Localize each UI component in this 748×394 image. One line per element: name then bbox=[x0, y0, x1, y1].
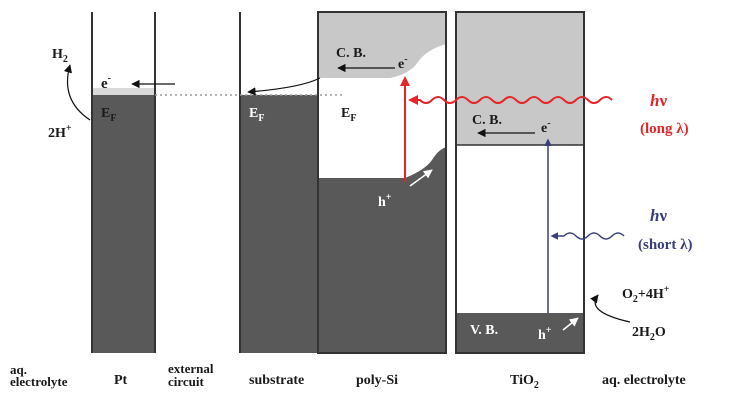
long-lambda-label: (long λ) bbox=[640, 121, 689, 137]
aq-electrolyte-left-label: aq. electrolyte bbox=[10, 362, 68, 389]
external-circuit-label: external circuit bbox=[168, 361, 217, 389]
h2-evolution-arrow bbox=[68, 65, 91, 120]
si-fermi-label: EF bbox=[341, 106, 356, 124]
pt-label: Pt bbox=[114, 373, 128, 388]
tio2-layer bbox=[456, 12, 584, 353]
substrate-label: substrate bbox=[249, 373, 304, 388]
pt-electrode bbox=[92, 12, 155, 353]
poly-si-label: poly-Si bbox=[356, 373, 398, 388]
two-h-plus-label: 2H+ bbox=[48, 123, 72, 141]
si-cb-label: C. B. bbox=[336, 46, 366, 61]
h2-label: H2 bbox=[52, 47, 68, 65]
o2-label: O2+4H+ bbox=[622, 284, 670, 305]
hv-long-label: hν bbox=[650, 91, 667, 110]
circuit-electron-arrow bbox=[248, 78, 320, 92]
hv-short-label: hν bbox=[650, 206, 667, 225]
aq-electrolyte-right-label: aq. electrolyte bbox=[602, 373, 686, 388]
poly-si-layer bbox=[318, 12, 446, 353]
tio2-cb-label: C. B. bbox=[472, 113, 502, 128]
short-lambda-label: (short λ) bbox=[638, 237, 692, 253]
tio2-label: TiO2 bbox=[510, 373, 539, 391]
substrate-electrode bbox=[240, 12, 318, 353]
tio2-vb-label: V. B. bbox=[470, 323, 498, 338]
short-wavelength-photon bbox=[552, 233, 624, 239]
h2o-label: 2H2O bbox=[632, 325, 666, 343]
